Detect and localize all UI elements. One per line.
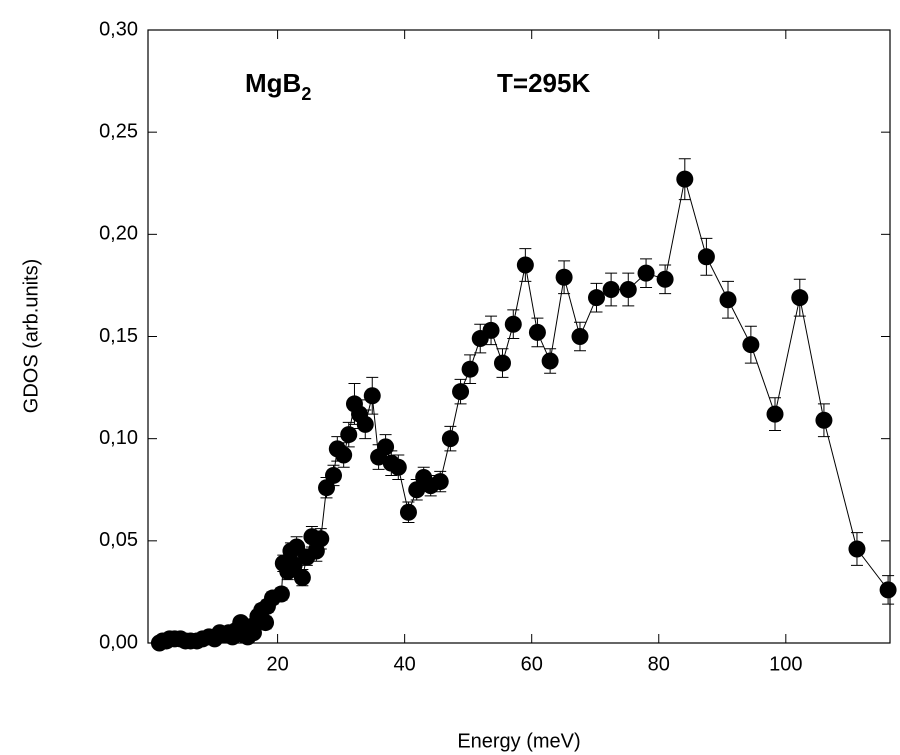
data-point [335, 446, 353, 464]
data-point [257, 614, 275, 632]
data-point [461, 360, 479, 378]
data-point [791, 289, 809, 307]
data-point [312, 530, 330, 548]
data-point [697, 248, 715, 266]
x-tick-label: 60 [521, 653, 543, 675]
data-point [493, 354, 511, 372]
data-point [766, 405, 784, 423]
x-tick-label: 100 [769, 653, 802, 675]
data-point [848, 540, 866, 558]
data-point [325, 466, 342, 484]
data-point [541, 352, 559, 370]
data-point [399, 503, 417, 521]
x-axis-label: Energy (meV) [457, 730, 580, 752]
data-point [571, 328, 589, 345]
y-tick-label: 0,10 [99, 427, 138, 449]
y-tick-label: 0,00 [99, 631, 138, 653]
data-point [602, 281, 620, 299]
y-tick-label: 0,15 [99, 325, 138, 347]
data-point [272, 585, 290, 603]
data-point [504, 315, 522, 333]
x-tick-label: 40 [394, 653, 416, 675]
data-point [528, 323, 546, 341]
data-point [588, 289, 606, 307]
annotation: T=295K [497, 68, 590, 98]
data-point [482, 321, 500, 339]
y-tick-label: 0,25 [99, 120, 138, 142]
data-point [363, 387, 381, 405]
data-point [676, 170, 694, 188]
data-point [244, 624, 262, 642]
data-point [619, 281, 637, 299]
y-tick-label: 0,05 [99, 529, 138, 551]
data-point [452, 383, 470, 401]
data-point [516, 256, 534, 274]
data-point [389, 458, 407, 476]
x-tick-label: 80 [648, 653, 670, 675]
data-point [879, 581, 897, 599]
data-point [293, 569, 311, 587]
data-point [637, 264, 655, 282]
y-axis-label: GDOS (arb.units) [20, 259, 42, 413]
data-point [431, 473, 449, 491]
data-point [356, 415, 374, 433]
data-point [340, 426, 358, 444]
y-tick-label: 0,20 [99, 223, 138, 245]
plot-frame [147, 29, 891, 644]
data-point [815, 411, 833, 429]
data-point [555, 268, 573, 286]
data-point [656, 270, 674, 288]
data-point [719, 291, 737, 309]
data-point [742, 336, 760, 354]
annotation: MgB2 [245, 68, 311, 104]
x-tick-label: 20 [266, 653, 288, 675]
y-tick-label: 0,30 [99, 18, 138, 40]
data-point [441, 430, 459, 448]
